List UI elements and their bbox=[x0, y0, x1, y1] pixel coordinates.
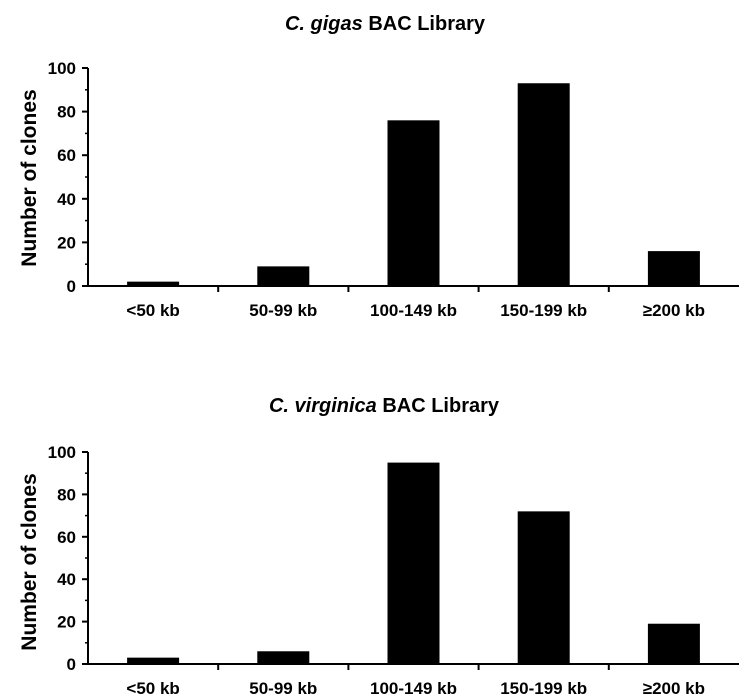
y-tick-label: 80 bbox=[57, 485, 76, 504]
x-tick-labels: <50 kb 50-99 kb 100-149 kb 150-199 kb ≥200 k… bbox=[126, 679, 705, 698]
bar bbox=[387, 120, 440, 286]
y-tick-label: 100 bbox=[48, 443, 76, 462]
bar bbox=[517, 83, 570, 286]
y-axis-label: Number of clones bbox=[18, 89, 41, 266]
x-tick-label: 100-149 kb bbox=[370, 301, 457, 320]
bar bbox=[387, 462, 440, 664]
bar bbox=[127, 281, 180, 286]
x-tick-label: ≥200 kb bbox=[643, 301, 705, 320]
bar bbox=[647, 251, 700, 286]
y-tick-label: 60 bbox=[57, 146, 76, 165]
chart-title: C. gigas BAC Library bbox=[285, 13, 486, 35]
bar bbox=[517, 511, 570, 664]
y-tick-labels: 0 20 40 60 80 100 bbox=[48, 443, 76, 674]
chart-title-species: C. virginica bbox=[269, 395, 377, 417]
chart-title: C. virginica BAC Library bbox=[269, 395, 500, 417]
y-axis-label: Number of clones bbox=[18, 473, 41, 650]
bars bbox=[127, 462, 700, 664]
x-tick-label: <50 kb bbox=[126, 301, 179, 320]
x-tick-label: 50-99 kb bbox=[249, 301, 317, 320]
bar bbox=[127, 657, 180, 664]
chart-gigas: C. gigas BAC Library Number of clones 0 2… bbox=[18, 13, 739, 320]
chart-title-species: C. gigas bbox=[285, 13, 363, 35]
bar bbox=[257, 266, 310, 286]
x-tick-label: ≥200 kb bbox=[643, 679, 705, 698]
y-tick-label: 20 bbox=[57, 233, 76, 252]
y-tick-label: 100 bbox=[48, 59, 76, 78]
y-tick-labels: 0 20 40 60 80 100 bbox=[48, 59, 76, 296]
x-tick-label: 150-199 kb bbox=[500, 679, 587, 698]
y-tick-label: 0 bbox=[67, 277, 76, 296]
chart-title-rest: BAC Library bbox=[368, 13, 486, 35]
bar bbox=[647, 623, 700, 664]
chart-virginica: C. virginica BAC Library Number of clone… bbox=[18, 395, 739, 698]
y-tick-label: 20 bbox=[57, 613, 76, 632]
x-tick-label: 50-99 kb bbox=[249, 679, 317, 698]
y-tick-label: 40 bbox=[57, 570, 76, 589]
x-tick-labels: <50 kb 50-99 kb 100-149 kb 150-199 kb ≥200 k… bbox=[126, 301, 705, 320]
y-tick-label: 40 bbox=[57, 190, 76, 209]
y-tick-label: 60 bbox=[57, 528, 76, 547]
y-tick-label: 0 bbox=[67, 655, 76, 674]
x-tick-label: <50 kb bbox=[126, 679, 179, 698]
x-tick-label: 150-199 kb bbox=[500, 301, 587, 320]
bar bbox=[257, 651, 310, 664]
chart-title-rest: BAC Library bbox=[382, 395, 500, 417]
bars bbox=[127, 83, 700, 286]
x-tick-label: 100-149 kb bbox=[370, 679, 457, 698]
y-tick-label: 80 bbox=[57, 103, 76, 122]
